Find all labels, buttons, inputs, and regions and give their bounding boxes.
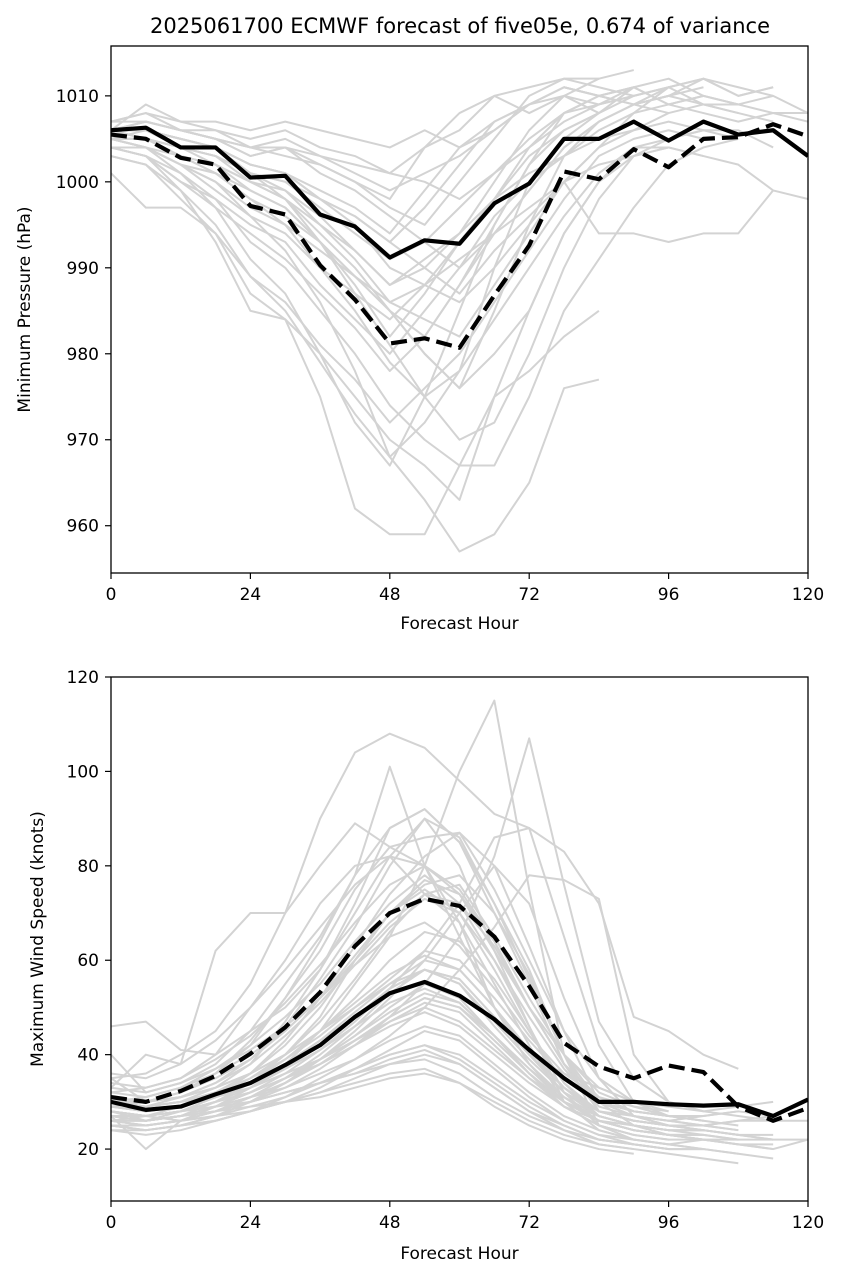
pressure-member-line-28: [111, 86, 704, 192]
wind-plot-frame: [110, 676, 809, 1202]
pressure-x-tick-label: 120: [792, 585, 824, 605]
wind-member-line-45: [111, 1011, 808, 1141]
pressure-member-line-15: [111, 77, 774, 149]
pressure-y-tick-label: 990: [67, 259, 99, 279]
pressure-y-tick-label: 960: [67, 517, 99, 537]
pressure-member-line-4: [111, 77, 599, 175]
wind-y-tick-label: 20: [77, 1140, 99, 1160]
pressure-y-tick-label: 1010: [56, 87, 99, 107]
wind-panel: 0 24 48 72 96 120 20 40 60 80 100 120 Forecast Hou…: [28, 668, 824, 1264]
pressure-x-tick-label: 48: [379, 585, 401, 605]
pressure-mean-solid-line: [111, 119, 808, 260]
pressure-member-line-14: [111, 137, 739, 467]
pressure-y-axis-label: Minimum Pressure (hPa): [15, 206, 35, 412]
pressure-x-tick-label: 96: [658, 585, 680, 605]
pressure-y-tick-label: 970: [67, 431, 99, 451]
pressure-panel: 2025061700 ECMWF forecast of five05e, 0.…: [15, 14, 824, 634]
pressure-x-ticks: 0 24 48 72 96 120: [106, 573, 824, 605]
wind-x-axis-label: Forecast Hour: [400, 1244, 518, 1264]
wind-mean-solid-line: [111, 979, 808, 1119]
wind-x-tick-label: 0: [106, 1213, 117, 1233]
wind-member-line-42: [111, 987, 669, 1132]
wind-y-axis-label: Maximum Wind Speed (knots): [28, 811, 48, 1067]
wind-member-line-23: [111, 883, 669, 1117]
wind-y-tick-label: 120: [67, 668, 99, 688]
pressure-x-tick-label: 72: [518, 585, 540, 605]
wind-y-ticks: 20 40 60 80 100 120: [67, 668, 111, 1160]
wind-member-line-11: [111, 732, 739, 1080]
pressure-y-ticks: 960 970 980 990 1000 1010: [56, 87, 111, 537]
pressure-x-tick-label: 0: [106, 585, 117, 605]
wind-y-tick-label: 80: [77, 857, 99, 877]
wind-member-line-25: [111, 878, 774, 1127]
wind-x-ticks: 0 24 48 72 96 120: [106, 1201, 824, 1233]
pressure-member-line-29: [111, 120, 774, 286]
pressure-member-line-30: [111, 146, 808, 304]
wind-member-line-43: [111, 1053, 634, 1151]
pressure-y-tick-label: 980: [67, 345, 99, 365]
wind-member-line-34: [111, 921, 669, 1113]
wind-x-tick-label: 120: [792, 1213, 824, 1233]
pressure-member-line-25: [111, 94, 600, 321]
pressure-y-tick-label: 1000: [56, 173, 99, 193]
pressure-member-line-27: [111, 155, 600, 553]
pressure-plot-frame: [110, 45, 809, 574]
wind-x-tick-label: 48: [379, 1213, 401, 1233]
wind-member-line-49: [111, 1006, 774, 1136]
wind-y-tick-label: 60: [77, 951, 99, 971]
wind-mean-dashed-line: [111, 896, 808, 1123]
pressure-member-line-12: [111, 129, 704, 424]
chart-title: 2025061700 ECMWF forecast of five05e, 0.…: [150, 14, 770, 38]
pressure-x-axis-label: Forecast Hour: [400, 614, 518, 634]
wind-x-tick-label: 96: [658, 1213, 680, 1233]
wind-y-tick-label: 40: [77, 1046, 99, 1066]
wind-member-line-50: [111, 1048, 669, 1151]
wind-series-layer: [111, 699, 808, 1165]
wind-member-line-15: [111, 822, 669, 1108]
pressure-member-line-19: [111, 172, 600, 536]
pressure-x-tick-label: 24: [240, 585, 262, 605]
pressure-series-layer: [111, 69, 808, 553]
pressure-member-line-31: [111, 129, 774, 295]
wind-x-tick-label: 24: [240, 1213, 262, 1233]
wind-x-tick-label: 72: [518, 1213, 540, 1233]
pressure-mean-dashed-line: [111, 122, 808, 350]
wind-member-line-46: [111, 1067, 634, 1155]
wind-y-tick-label: 100: [67, 762, 99, 782]
